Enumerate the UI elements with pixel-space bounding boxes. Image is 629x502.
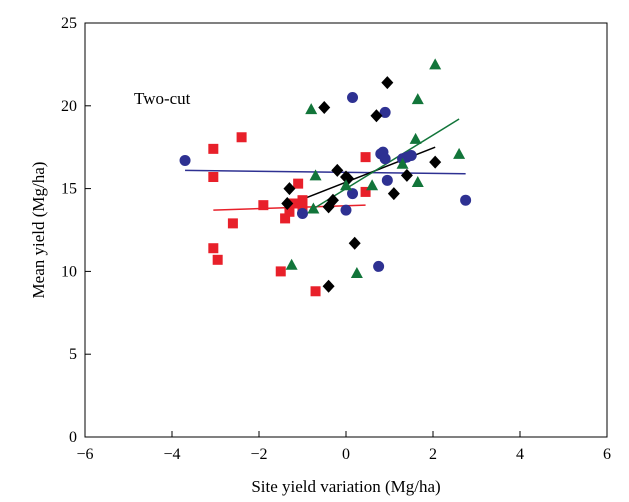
circle-point [460, 194, 472, 206]
square-point [258, 200, 269, 211]
x-tick-label: −6 [76, 446, 93, 463]
y-tick-label: 10 [61, 263, 77, 280]
square-point [236, 132, 247, 143]
circle-point [297, 207, 308, 219]
triangle-point [340, 179, 352, 191]
circle-point [179, 154, 191, 166]
triangle-point [350, 267, 363, 279]
triangle-point [366, 179, 379, 191]
square-point [227, 218, 238, 229]
triangle-point [309, 169, 322, 181]
circle-point [347, 92, 359, 104]
square-point [293, 178, 304, 189]
y-tick-label: 5 [69, 346, 77, 363]
x-tick-label: 4 [516, 446, 524, 463]
trend-lines [185, 118, 466, 211]
x-tick-label: −4 [163, 446, 180, 463]
triangle-point [429, 58, 442, 70]
diamond-point [283, 182, 296, 196]
y-tick-label: 20 [61, 98, 77, 115]
plot-frame [84, 22, 608, 438]
square-point [208, 172, 219, 183]
axes: −6 −4 −2 0 2 4 6 0 5 10 15 20 25 [61, 15, 611, 463]
square-point [208, 143, 219, 154]
y-tick-label: 15 [61, 181, 77, 198]
square-point [280, 213, 291, 224]
diamond-point [326, 193, 339, 207]
triangle-point [285, 258, 298, 270]
triangle-point [411, 93, 424, 105]
x-axis-label: Site yield variation (Mg/ha) [251, 477, 440, 496]
square-point [212, 254, 223, 265]
diamond-point [318, 100, 331, 114]
diamond-point [429, 155, 442, 169]
data-points [179, 58, 472, 297]
x-tick-label: 0 [342, 446, 350, 463]
diamond-point [322, 279, 335, 293]
circle-point [347, 188, 359, 200]
square-point [275, 266, 286, 277]
square-point [360, 152, 371, 163]
square-point [310, 286, 321, 297]
annotation-label: Two-cut [134, 89, 191, 108]
triangle-point [411, 175, 424, 187]
triangle-point [305, 103, 318, 115]
y-tick-label: 0 [69, 429, 77, 446]
square-point [297, 195, 308, 206]
circle-point [379, 106, 391, 118]
triangle-point [409, 132, 422, 144]
square-point [288, 198, 299, 209]
x-tick-label: 6 [603, 446, 611, 463]
diamond-point [331, 163, 344, 177]
y-axis-label: Mean yield (Mg/ha) [29, 162, 48, 299]
triangle-series-trend-line [310, 118, 460, 211]
circle-point [381, 174, 393, 186]
x-tick-label: 2 [429, 446, 437, 463]
circle-point [373, 260, 385, 272]
y-tick-label: 25 [61, 15, 77, 32]
circle-point [340, 204, 352, 216]
x-tick-label: −2 [250, 446, 267, 463]
diamond-point [281, 197, 294, 211]
circle-point [405, 149, 417, 161]
diamond-point [370, 109, 383, 123]
triangle-point [396, 157, 409, 169]
circle-series-trend-line [185, 169, 466, 175]
diamond-point [348, 236, 361, 250]
diamond-point [387, 187, 400, 201]
diamond-point [381, 76, 394, 90]
square-point [360, 186, 371, 197]
triangle-point [453, 147, 466, 159]
circle-point [379, 153, 391, 165]
triangle-point [307, 202, 320, 214]
diamond-point [400, 168, 413, 182]
square-point [208, 243, 219, 254]
square-point [284, 206, 295, 217]
